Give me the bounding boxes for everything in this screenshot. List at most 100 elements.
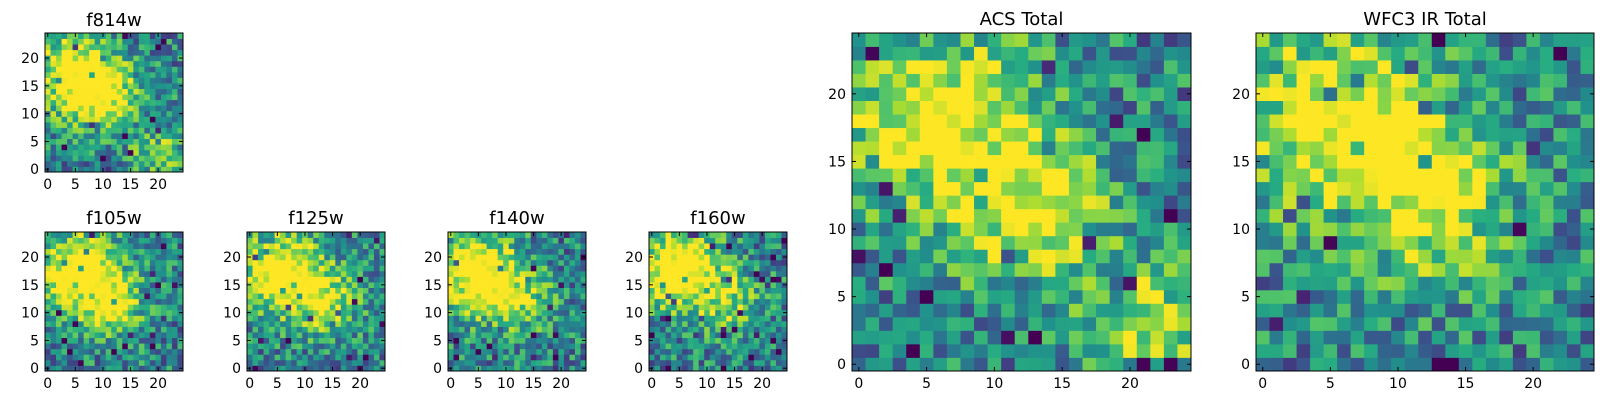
heatmap-cell <box>111 83 118 89</box>
heatmap-cell <box>459 248 465 255</box>
heatmap-cell <box>569 248 576 255</box>
heatmap-cell <box>1566 33 1581 47</box>
heatmap-cell <box>1580 127 1595 142</box>
heatmap-cell <box>1337 357 1352 372</box>
heatmap-cell <box>580 259 587 266</box>
heatmap-cell <box>177 116 184 123</box>
heatmap-cell <box>1445 100 1460 115</box>
heatmap-cell <box>285 248 292 255</box>
heatmap-cell <box>1566 46 1581 61</box>
heatmap-cell <box>665 365 672 372</box>
heatmap-cell <box>50 337 57 344</box>
heatmap-cell <box>155 77 162 84</box>
heatmap-cell <box>56 149 62 156</box>
heatmap-cell <box>1041 276 1056 291</box>
heatmap-cell <box>753 265 760 272</box>
heatmap-cell <box>737 320 744 327</box>
heatmap-cell <box>263 270 270 277</box>
heatmap-cell <box>291 270 298 277</box>
heatmap-cell <box>1526 289 1541 304</box>
heatmap-cell <box>340 298 347 305</box>
heatmap-cell <box>318 315 325 322</box>
panel-title: f814w <box>86 10 141 31</box>
heatmap-cell <box>379 259 386 266</box>
y-tick-label: 0 <box>433 361 442 377</box>
heatmap-cell <box>726 232 733 238</box>
heatmap-cell <box>89 71 96 78</box>
heatmap-cell <box>149 149 156 156</box>
heatmap-cell <box>105 99 112 106</box>
heatmap-cell <box>1082 235 1097 250</box>
heatmap-cell <box>764 293 771 300</box>
heatmap-cell <box>1472 357 1487 372</box>
heatmap-cell <box>1082 168 1097 183</box>
heatmap-cell <box>682 326 689 333</box>
heatmap-cell <box>974 222 988 237</box>
heatmap-cell <box>144 254 151 261</box>
heatmap-cell <box>171 276 178 283</box>
heatmap-cell <box>475 276 482 283</box>
heatmap-cell <box>475 326 482 333</box>
heatmap-cell <box>291 315 298 322</box>
heatmap-cell <box>475 354 482 361</box>
heatmap-cell <box>285 276 292 283</box>
heatmap-cell <box>1283 303 1297 318</box>
heatmap-cell <box>704 243 711 250</box>
heatmap-cell <box>368 248 375 255</box>
heatmap-cell <box>1028 168 1043 183</box>
heatmap-cell <box>852 100 866 115</box>
heatmap-cell <box>280 326 287 333</box>
heatmap-cell <box>1391 357 1406 372</box>
heatmap-cell <box>1445 249 1460 264</box>
heatmap-cell <box>865 127 880 142</box>
heatmap-cell <box>1123 195 1138 210</box>
heatmap-cell <box>133 232 140 238</box>
heatmap-cell <box>67 304 73 311</box>
heatmap-cell <box>1323 114 1338 129</box>
heatmap-cell <box>155 320 162 327</box>
heatmap-cell <box>1539 222 1554 237</box>
heatmap-cell <box>530 332 537 339</box>
heatmap-cell <box>1472 154 1487 169</box>
heatmap-cell <box>1431 168 1446 183</box>
heatmap-cell <box>731 304 738 311</box>
heatmap-cell <box>879 114 894 129</box>
heatmap-cell <box>346 237 353 244</box>
heatmap-cell <box>1499 303 1514 318</box>
heatmap-cell <box>160 359 167 366</box>
heatmap-cell <box>307 259 314 266</box>
heatmap-cell <box>1096 343 1111 358</box>
heatmap-cell <box>1553 343 1568 358</box>
heatmap-cell <box>133 49 140 56</box>
heatmap-cell <box>318 248 325 255</box>
heatmap-cell <box>280 309 287 316</box>
heatmap-cell <box>94 94 101 101</box>
heatmap-cell <box>1177 330 1192 345</box>
heatmap-cell <box>346 320 353 327</box>
heatmap-cell <box>1526 46 1541 61</box>
heatmap-cell <box>1028 289 1043 304</box>
heatmap-cell <box>481 309 488 316</box>
heatmap-cell <box>258 232 264 238</box>
heatmap-cell <box>1001 141 1016 156</box>
heatmap-cell <box>296 337 303 344</box>
heatmap-cell <box>111 332 118 339</box>
heatmap-cell <box>1445 127 1460 142</box>
heatmap-cell <box>563 293 570 300</box>
heatmap-cell <box>94 254 101 261</box>
heatmap-cell <box>67 105 73 112</box>
heatmap-cell <box>574 298 581 305</box>
heatmap-cell <box>274 320 281 327</box>
heatmap-cell <box>100 304 107 311</box>
heatmap-cell <box>563 276 570 283</box>
heatmap-cell <box>89 155 96 162</box>
heatmap-cell <box>671 359 677 366</box>
heatmap-cell <box>764 237 771 244</box>
heatmap-cell <box>720 237 727 244</box>
heatmap-cell <box>1512 276 1527 291</box>
heatmap-cell <box>285 293 292 300</box>
heatmap-cell <box>340 326 347 333</box>
heatmap-cell <box>1177 289 1192 304</box>
heatmap-cell <box>569 320 576 327</box>
